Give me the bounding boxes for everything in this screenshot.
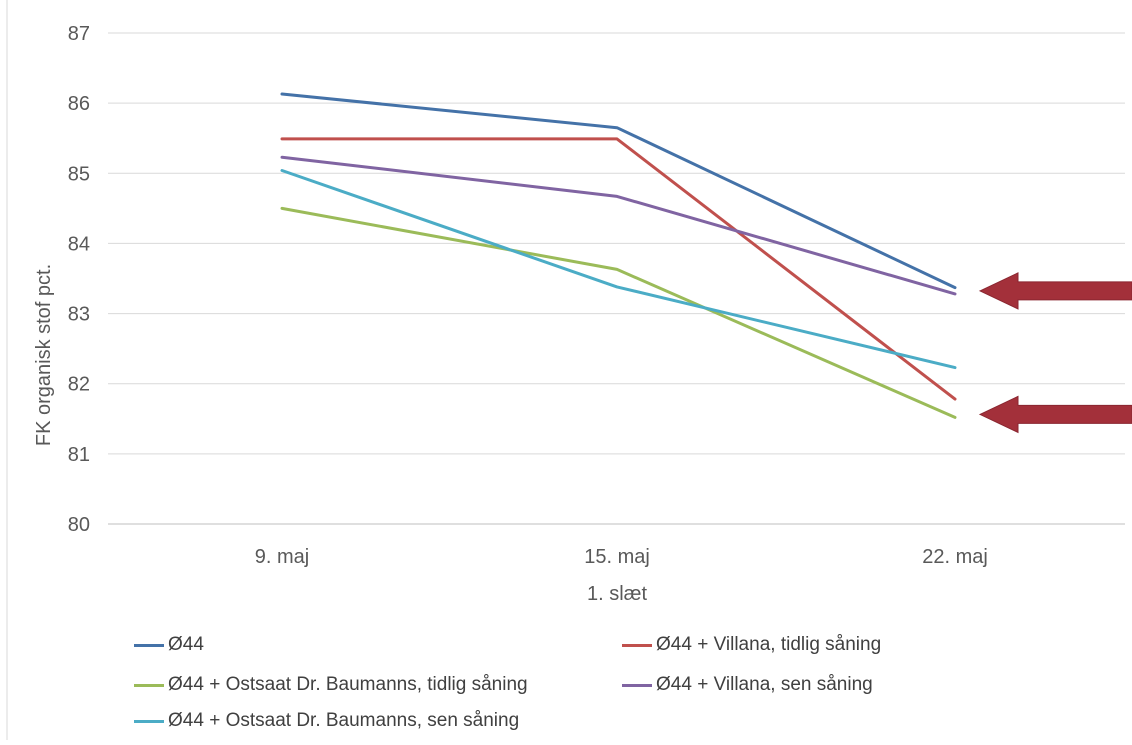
y-tick-label: 86 — [68, 93, 90, 115]
x-axis-label: 1. slæt — [587, 583, 647, 605]
y-tick-label: 84 — [68, 233, 90, 255]
y-tick-label: 85 — [68, 163, 90, 185]
y-axis-label: FK organisk stof pct. — [33, 264, 55, 446]
y-tick-label: 87 — [68, 23, 90, 45]
x-tick-label: 9. maj — [255, 546, 309, 568]
annotation-arrow — [978, 395, 1132, 434]
series-line — [280, 155, 957, 296]
annotation-arrow — [978, 272, 1132, 310]
gridlines — [108, 32, 1125, 525]
series-line — [280, 137, 957, 401]
x-tick-labels: 9. maj 15. maj 22. maj — [255, 546, 988, 568]
y-tick-label: 81 — [68, 444, 90, 466]
y-tick-label: 82 — [68, 374, 90, 396]
series-lines — [280, 92, 957, 419]
x-tick-label: 15. maj — [584, 546, 650, 568]
y-tick-label: 83 — [68, 304, 90, 326]
y-tick-labels: 80 81 82 83 84 85 86 87 — [68, 23, 90, 536]
y-tick-label: 80 — [68, 514, 90, 536]
series-line — [280, 206, 957, 419]
annotation-arrows — [978, 272, 1132, 434]
series-line — [280, 92, 957, 290]
series-line — [280, 169, 957, 370]
x-tick-label: 22. maj — [922, 546, 988, 568]
